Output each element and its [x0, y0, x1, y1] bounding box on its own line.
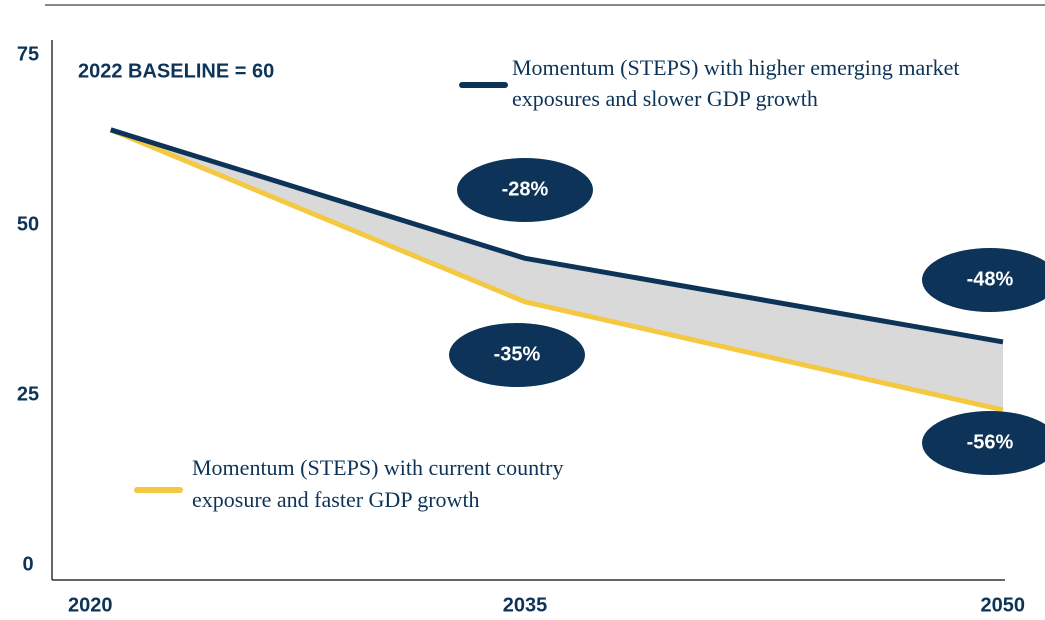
- change-label: -56%: [967, 431, 1014, 453]
- y-tick-label: 50: [17, 213, 39, 235]
- x-tick-label: 2050: [981, 594, 1026, 616]
- baseline-note: 2022 BASELINE = 60: [78, 60, 274, 82]
- change-bubble: [922, 248, 1045, 312]
- change-bubble: [449, 323, 585, 387]
- x-tick-label: 2035: [503, 594, 548, 616]
- change-label: -48%: [967, 268, 1014, 290]
- legend-label: Momentum (STEPS) with higher emerging ma…: [512, 55, 959, 111]
- y-tick-label: 75: [17, 43, 39, 65]
- y-tick-label: 25: [17, 383, 39, 405]
- x-tick-label: 2020: [68, 594, 113, 616]
- change-label: -35%: [494, 343, 541, 365]
- y-tick-label: 0: [22, 553, 33, 575]
- change-bubble: [457, 158, 593, 222]
- change-label: -28%: [502, 178, 549, 200]
- series-line: [109, 127, 1004, 413]
- series-line: [109, 127, 1004, 345]
- legend-label: Momentum (STEPS) with current country exp…: [192, 455, 564, 512]
- change-bubble: [922, 411, 1045, 475]
